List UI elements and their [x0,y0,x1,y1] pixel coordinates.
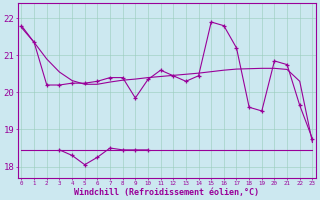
X-axis label: Windchill (Refroidissement éolien,°C): Windchill (Refroidissement éolien,°C) [75,188,260,197]
